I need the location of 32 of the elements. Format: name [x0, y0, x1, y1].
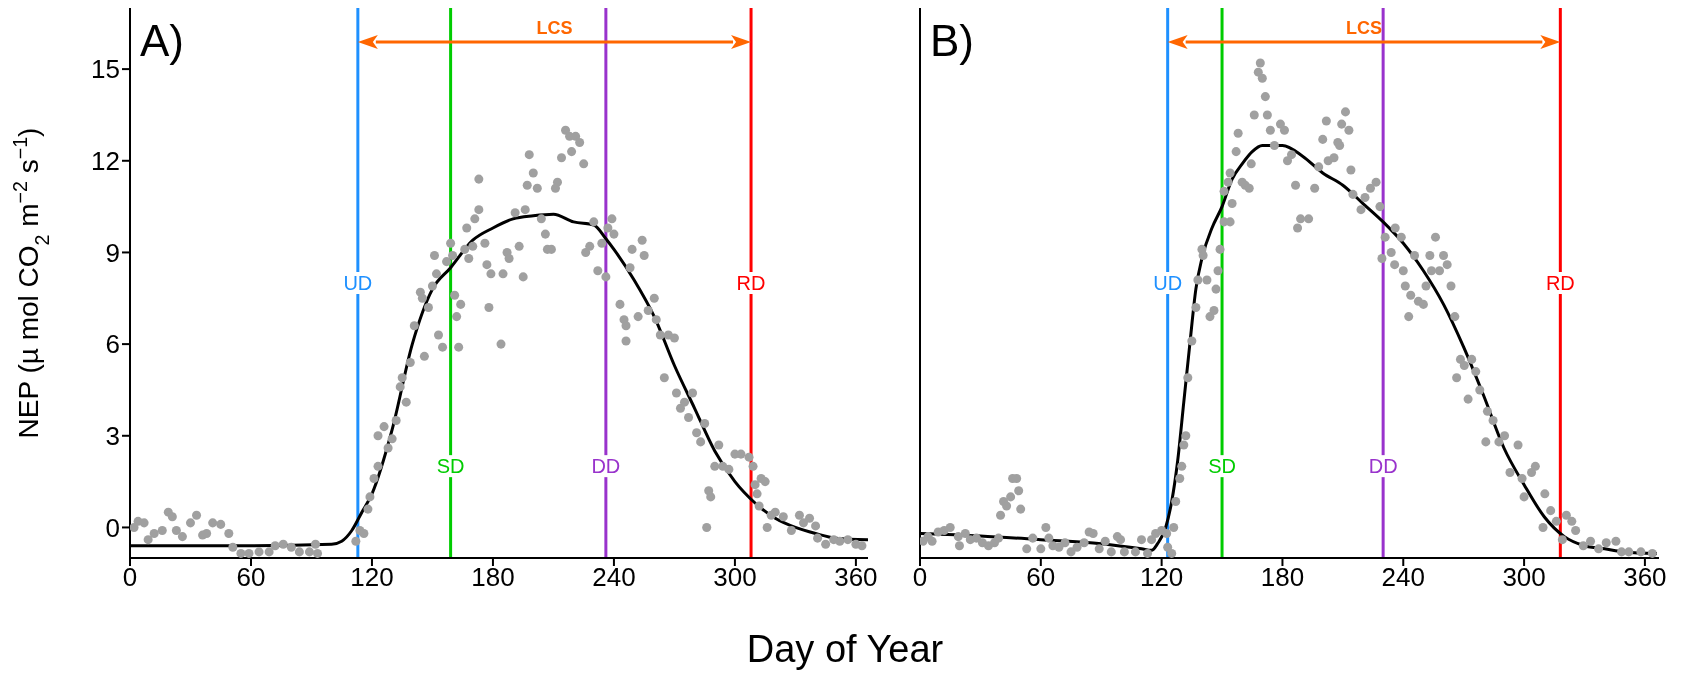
y-tick-label: 3: [105, 421, 120, 452]
x-tick-label: 0: [912, 562, 928, 593]
ref-line-label: RD: [736, 272, 766, 294]
x-tick-label: 120: [350, 562, 394, 593]
x-tick-label: 300: [1502, 562, 1546, 593]
y-tick-label: 12: [91, 146, 120, 177]
ref-line-label: UD: [1153, 272, 1183, 294]
ref-line-label: UD: [343, 272, 373, 294]
y-tick-label: 15: [91, 54, 120, 85]
ref-line-label: SD: [436, 455, 465, 478]
x-tick-label: 240: [592, 562, 636, 593]
x-tick-label: 60: [1026, 562, 1056, 593]
y-tick-label: 0: [105, 512, 120, 543]
x-tick-label: 240: [1381, 562, 1425, 593]
chart-title: A): [140, 16, 184, 65]
x-tick-label: 120: [1139, 562, 1184, 593]
ref-line-label: SD: [1208, 455, 1236, 478]
y-tick-label: 6: [105, 329, 120, 360]
ref-line-label: DD: [1368, 455, 1398, 478]
x-tick-label: 60: [236, 562, 266, 593]
annotation: LCS: [536, 18, 573, 38]
x-tick-label: 180: [471, 562, 515, 593]
x-tick-label: 360: [1623, 562, 1667, 593]
x-tick-label: 360: [834, 562, 878, 593]
annotation: LCS: [1346, 18, 1382, 38]
y-tick-label: 9: [105, 237, 120, 268]
ref-line-label: DD: [591, 455, 621, 478]
x-tick-label: 300: [713, 562, 757, 593]
ref-line-label: RD: [1545, 272, 1575, 294]
x-axis-title: Day of Year: [746, 628, 944, 670]
chart-title: B): [930, 16, 974, 65]
x-tick-label: 180: [1260, 562, 1305, 593]
